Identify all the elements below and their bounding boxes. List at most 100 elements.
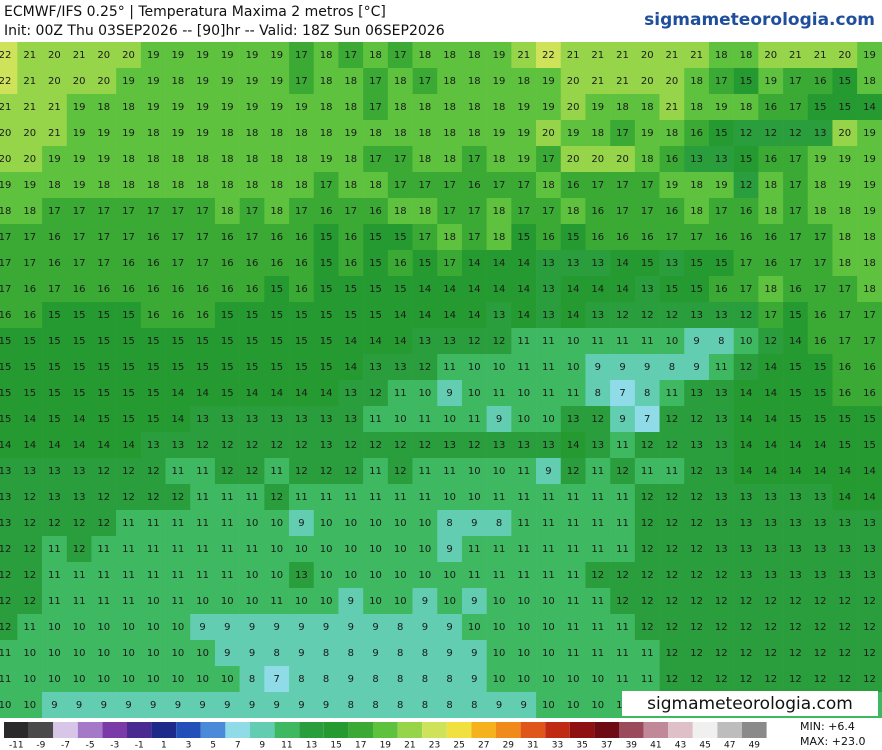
temp-value: 21 <box>666 102 679 113</box>
temp-cell <box>536 458 562 485</box>
temp-value: 18 <box>443 102 456 113</box>
temp-cell <box>387 458 413 485</box>
temp-value: 10 <box>542 674 555 685</box>
temp-value: 19 <box>542 102 555 113</box>
temp-value: 15 <box>863 414 876 425</box>
temp-cell <box>190 42 216 69</box>
temp-cell <box>610 198 636 225</box>
temp-cell <box>338 354 364 381</box>
temp-cell <box>783 588 809 615</box>
temp-value: 12 <box>764 336 777 347</box>
temp-cell <box>313 692 339 719</box>
temp-value: 13 <box>814 492 827 503</box>
temp-cell <box>165 354 191 381</box>
temp-value: 15 <box>320 310 333 321</box>
temp-value: 18 <box>246 154 259 165</box>
temp-value: 19 <box>715 180 728 191</box>
colorbar-label: 49 <box>749 741 761 750</box>
colorbar-label: 31 <box>527 741 538 750</box>
temp-value: 18 <box>863 258 876 269</box>
temp-value: 15 <box>715 128 728 139</box>
temp-value: 17 <box>789 206 802 217</box>
temp-value: 20 <box>73 76 86 87</box>
temp-value: 13 <box>23 466 36 477</box>
temp-cell <box>91 120 117 147</box>
temp-cell <box>66 94 92 121</box>
temp-value: 10 <box>419 570 432 581</box>
temp-cell <box>437 120 463 147</box>
temp-cell <box>313 120 339 147</box>
temp-value: 16 <box>147 258 160 269</box>
temp-cell <box>289 510 315 537</box>
temp-cell <box>165 250 191 277</box>
temp-value: 11 <box>567 544 580 555</box>
temp-value: 15 <box>270 362 283 373</box>
temp-cell <box>66 172 92 199</box>
temp-value: 19 <box>493 50 506 61</box>
temp-cell <box>17 588 43 615</box>
temp-value: 9 <box>595 362 601 373</box>
temp-value: 17 <box>740 284 753 295</box>
temp-value: 14 <box>764 388 777 399</box>
temp-cell <box>684 588 710 615</box>
temp-cell <box>585 380 611 407</box>
temp-cell <box>511 302 537 329</box>
temp-cell <box>313 614 339 641</box>
temp-value: 16 <box>740 206 753 217</box>
temp-cell <box>264 510 290 537</box>
temp-cell <box>758 68 784 95</box>
temp-cell <box>634 536 660 563</box>
temp-value: 17 <box>616 128 629 139</box>
temp-cell <box>412 588 438 615</box>
temp-value: 12 <box>863 674 876 685</box>
temp-value: 11 <box>666 466 679 477</box>
temp-cell <box>708 536 734 563</box>
temp-cell <box>585 640 611 667</box>
temp-value: 17 <box>740 258 753 269</box>
temp-cell <box>214 224 240 251</box>
temp-cell <box>585 614 611 641</box>
temp-value: 19 <box>221 50 234 61</box>
temp-value: 16 <box>270 258 283 269</box>
temp-cell <box>511 614 537 641</box>
temp-value: 13 <box>344 414 357 425</box>
temp-value: 11 <box>270 466 283 477</box>
temp-cell <box>536 68 562 95</box>
temp-value: 9 <box>619 362 625 373</box>
temp-cell <box>610 172 636 199</box>
temp-cell <box>783 458 809 485</box>
temp-cell <box>783 224 809 251</box>
temp-value: 11 <box>394 492 407 503</box>
temp-value: 14 <box>764 466 777 477</box>
temp-cell <box>560 250 586 277</box>
temp-cell <box>783 328 809 355</box>
temp-value: 19 <box>147 102 160 113</box>
temp-value: 17 <box>172 206 185 217</box>
temp-cell <box>0 276 18 303</box>
temp-value: 15 <box>789 388 802 399</box>
temp-cell <box>857 458 882 485</box>
temp-value: 14 <box>73 440 86 451</box>
min-stat: MIN: +6.4 <box>800 720 855 733</box>
temp-cell <box>807 120 833 147</box>
temp-cell <box>486 432 512 459</box>
temp-cell <box>140 120 166 147</box>
temp-cell <box>140 640 166 667</box>
temp-value: 13 <box>517 440 530 451</box>
temp-value: 11 <box>616 622 629 633</box>
temp-cell <box>585 198 611 225</box>
temp-value: 16 <box>838 388 851 399</box>
temp-cell <box>585 172 611 199</box>
temp-cell <box>511 172 537 199</box>
temp-cell <box>0 42 18 69</box>
temp-cell <box>91 198 117 225</box>
temp-cell <box>387 68 413 95</box>
temp-value: 17 <box>48 206 61 217</box>
temp-value: 12 <box>23 596 36 607</box>
temp-value: 15 <box>369 284 382 295</box>
temp-value: 11 <box>443 466 456 477</box>
temp-value: 12 <box>73 518 86 529</box>
temp-cell <box>783 432 809 459</box>
temp-value: 15 <box>295 310 308 321</box>
temp-cell <box>708 380 734 407</box>
